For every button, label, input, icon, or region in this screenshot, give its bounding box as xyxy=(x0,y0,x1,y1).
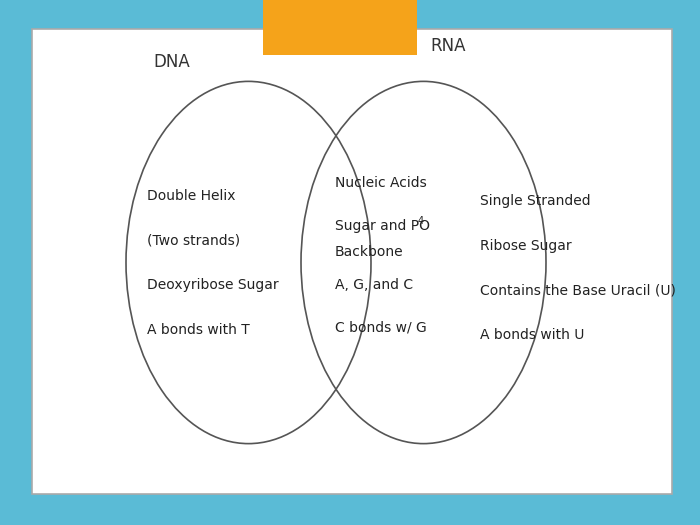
Text: A bonds with U: A bonds with U xyxy=(480,328,584,342)
Text: Single Stranded: Single Stranded xyxy=(480,194,590,208)
Text: 4: 4 xyxy=(417,216,424,226)
Text: DNA: DNA xyxy=(153,53,190,71)
Text: Backbone: Backbone xyxy=(335,245,403,259)
Text: A bonds with T: A bonds with T xyxy=(147,323,250,337)
Text: A, G, and C: A, G, and C xyxy=(335,278,413,292)
Bar xyxy=(262,0,416,55)
Text: RNA: RNA xyxy=(430,37,466,55)
Text: Nucleic Acids: Nucleic Acids xyxy=(335,176,426,190)
FancyBboxPatch shape xyxy=(32,29,672,493)
Text: Contains the Base Uracil (U): Contains the Base Uracil (U) xyxy=(480,284,676,298)
Text: Double Helix: Double Helix xyxy=(147,189,235,203)
Text: Deoxyribose Sugar: Deoxyribose Sugar xyxy=(147,278,279,292)
Text: (Two strands): (Two strands) xyxy=(147,234,240,248)
Text: Ribose Sugar: Ribose Sugar xyxy=(480,239,571,253)
Text: C bonds w/ G: C bonds w/ G xyxy=(335,321,426,335)
Text: Sugar and PO: Sugar and PO xyxy=(335,219,430,233)
